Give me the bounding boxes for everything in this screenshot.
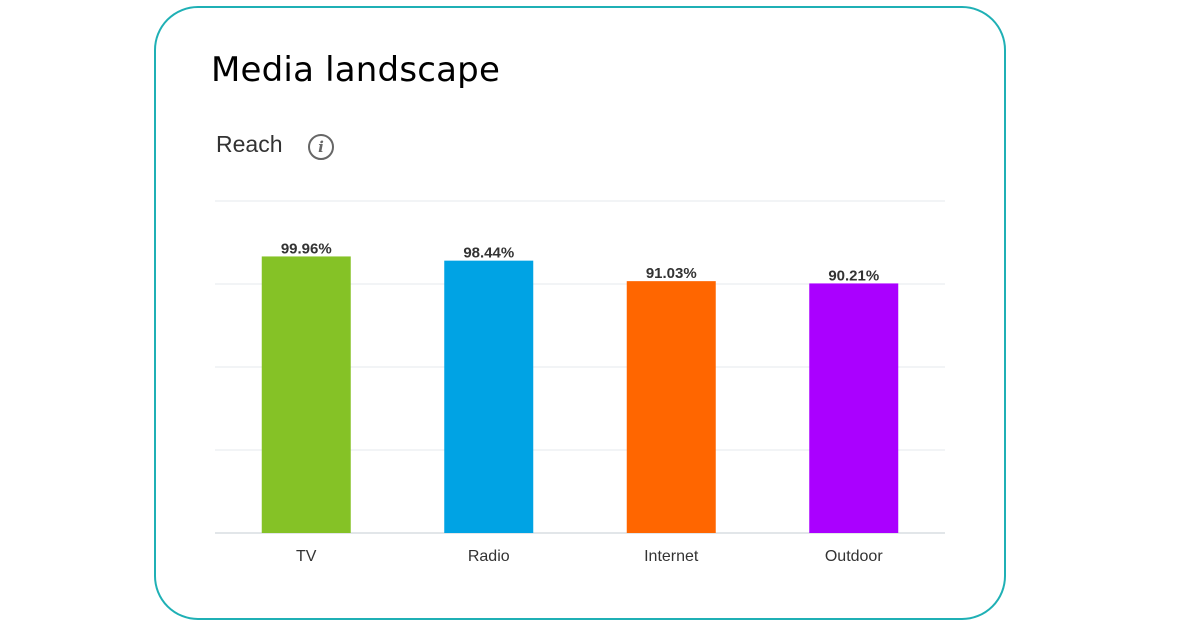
bar-tv[interactable] [261, 256, 351, 533]
bar-radio[interactable] [444, 260, 534, 533]
data-label: 99.96% [281, 240, 332, 257]
x-tick-label: Internet [644, 548, 699, 565]
page-title: Media landscape [211, 50, 501, 90]
data-label: 91.03% [646, 265, 697, 282]
data-label: 90.21% [828, 267, 879, 284]
chart-subtitle: Reach [216, 131, 283, 157]
bar-outdoor[interactable] [809, 283, 899, 533]
data-label: 98.44% [463, 245, 514, 262]
x-tick-label: TV [296, 548, 317, 565]
x-tick-label: Outdoor [825, 548, 883, 565]
chart-card [154, 6, 1006, 620]
bar-internet[interactable] [626, 281, 716, 533]
x-tick-label: Radio [468, 548, 510, 565]
info-icon[interactable]: i [308, 134, 334, 160]
